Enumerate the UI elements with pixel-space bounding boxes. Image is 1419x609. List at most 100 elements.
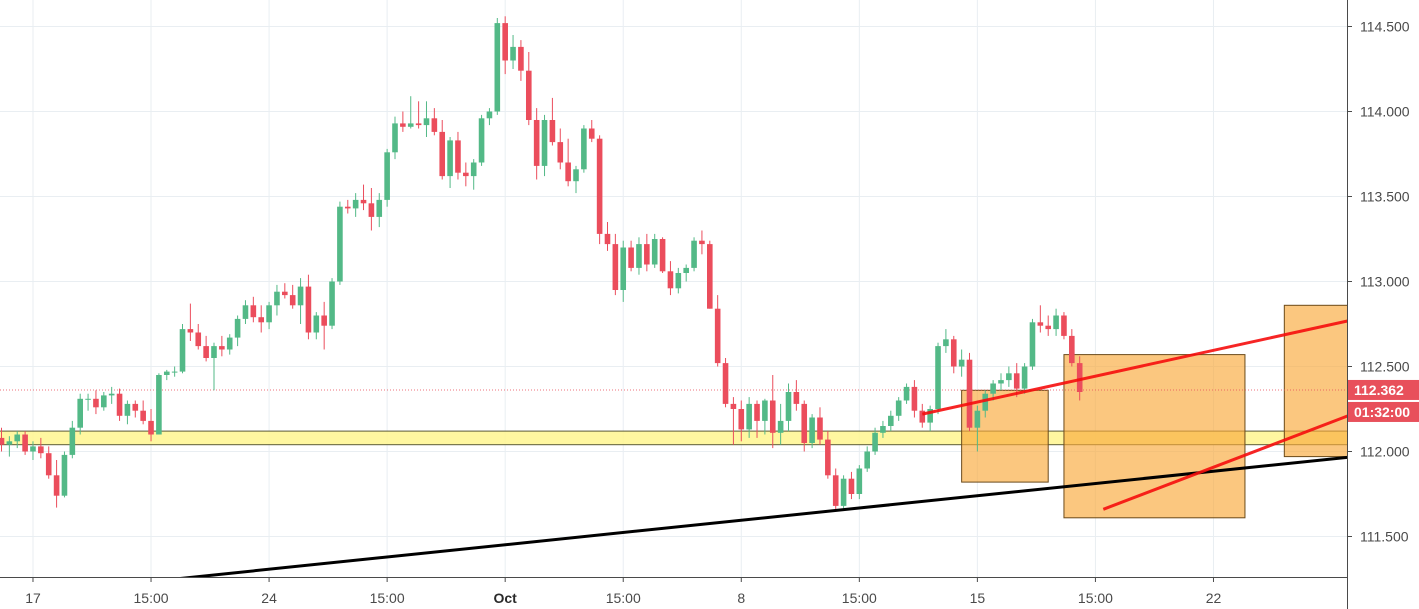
current-price-tag xyxy=(1348,379,1419,400)
candle-body xyxy=(6,441,13,445)
candle-body xyxy=(179,329,186,372)
candle-body xyxy=(793,392,800,404)
current-price-label: 112.362 xyxy=(1354,382,1404,398)
candle-body xyxy=(533,120,540,166)
candle-body xyxy=(541,120,548,166)
candle-body xyxy=(659,239,666,272)
candle-body xyxy=(289,295,296,306)
countdown-tag xyxy=(1348,401,1419,422)
candle-body xyxy=(596,138,603,234)
candle-body xyxy=(140,410,146,421)
candle-body xyxy=(651,239,658,265)
candle-body xyxy=(982,393,989,411)
candle-body xyxy=(644,244,650,265)
candle-body xyxy=(101,395,107,408)
candle-body xyxy=(400,123,406,127)
candle-body xyxy=(1013,373,1020,389)
time-tick-label: 17 xyxy=(25,590,41,606)
candle-body xyxy=(211,346,217,358)
time-tick-label: Oct xyxy=(494,590,518,606)
candle-body xyxy=(45,453,52,476)
candle-body xyxy=(722,363,729,404)
candle-body xyxy=(581,128,587,170)
candle-body xyxy=(683,267,689,273)
candle-body xyxy=(282,291,288,296)
candle-body xyxy=(494,23,501,112)
candle-body xyxy=(588,128,595,139)
consolidation-box xyxy=(1063,354,1246,519)
candle-body xyxy=(754,403,760,421)
candle-body xyxy=(612,244,619,290)
candle-body xyxy=(809,417,815,443)
candle-body xyxy=(1037,322,1044,326)
candle-body xyxy=(116,393,123,416)
candle-body xyxy=(38,446,44,454)
time-tick-label: 24 xyxy=(261,590,277,606)
candle-body xyxy=(470,162,477,177)
candle-body xyxy=(1021,366,1028,389)
annotation-back-layer xyxy=(0,304,1419,519)
candle-body xyxy=(69,427,76,455)
candle-body xyxy=(266,305,272,323)
candle-body xyxy=(714,308,721,364)
candle-body xyxy=(463,172,469,177)
candle-body xyxy=(769,400,776,433)
candle-body xyxy=(620,247,627,290)
candle-body xyxy=(990,383,996,394)
candle-body xyxy=(376,199,383,217)
candle-body xyxy=(817,417,823,440)
candle-body xyxy=(777,420,784,433)
candle-body xyxy=(707,244,713,309)
candle-body xyxy=(872,432,878,452)
candle-body xyxy=(667,271,674,289)
candle-body xyxy=(195,332,202,347)
candle-body xyxy=(439,131,446,177)
time-tick-label: 8 xyxy=(737,590,745,606)
candle-body xyxy=(486,111,493,119)
candle-body xyxy=(61,454,68,496)
candle-body xyxy=(880,426,886,433)
candle-body xyxy=(384,152,390,200)
candle-body xyxy=(242,305,249,319)
price-tick-label: 114.500 xyxy=(1360,19,1410,35)
candle-body xyxy=(344,206,351,209)
time-tick-label: 15:00 xyxy=(134,590,169,606)
countdown-label: 01:32:00 xyxy=(1354,404,1410,420)
candle-body xyxy=(746,403,752,430)
candle-body xyxy=(337,206,343,282)
candle-body xyxy=(352,199,359,209)
candle-body xyxy=(510,46,516,61)
candle-body xyxy=(132,403,139,411)
candle-body xyxy=(573,169,579,182)
candle-body xyxy=(478,118,485,163)
candle-body xyxy=(950,339,957,367)
candle-body xyxy=(502,23,508,61)
candle-body xyxy=(93,398,99,408)
candle-body xyxy=(549,120,556,143)
candle-body xyxy=(226,337,233,350)
candle-body xyxy=(525,70,532,120)
price-tick-label: 113.500 xyxy=(1360,189,1410,205)
candle-body xyxy=(888,415,894,426)
candle-body xyxy=(628,247,634,268)
candle-body xyxy=(998,380,1004,384)
candle-body xyxy=(1061,315,1067,336)
candle-body xyxy=(927,409,933,423)
candle-body xyxy=(297,286,304,306)
candle-body xyxy=(903,386,910,401)
candles xyxy=(0,16,1083,511)
price-tick-label: 114.000 xyxy=(1360,104,1410,120)
candle-body xyxy=(219,346,225,350)
candle-body xyxy=(124,403,131,416)
candle-body xyxy=(30,446,36,452)
candle-body xyxy=(53,475,60,496)
candle-body xyxy=(392,123,398,153)
price-tick-label: 111.500 xyxy=(1360,529,1409,545)
candle-body xyxy=(832,475,839,506)
candle-body xyxy=(407,123,414,127)
candle-body xyxy=(604,233,611,245)
candle-body xyxy=(691,240,697,268)
